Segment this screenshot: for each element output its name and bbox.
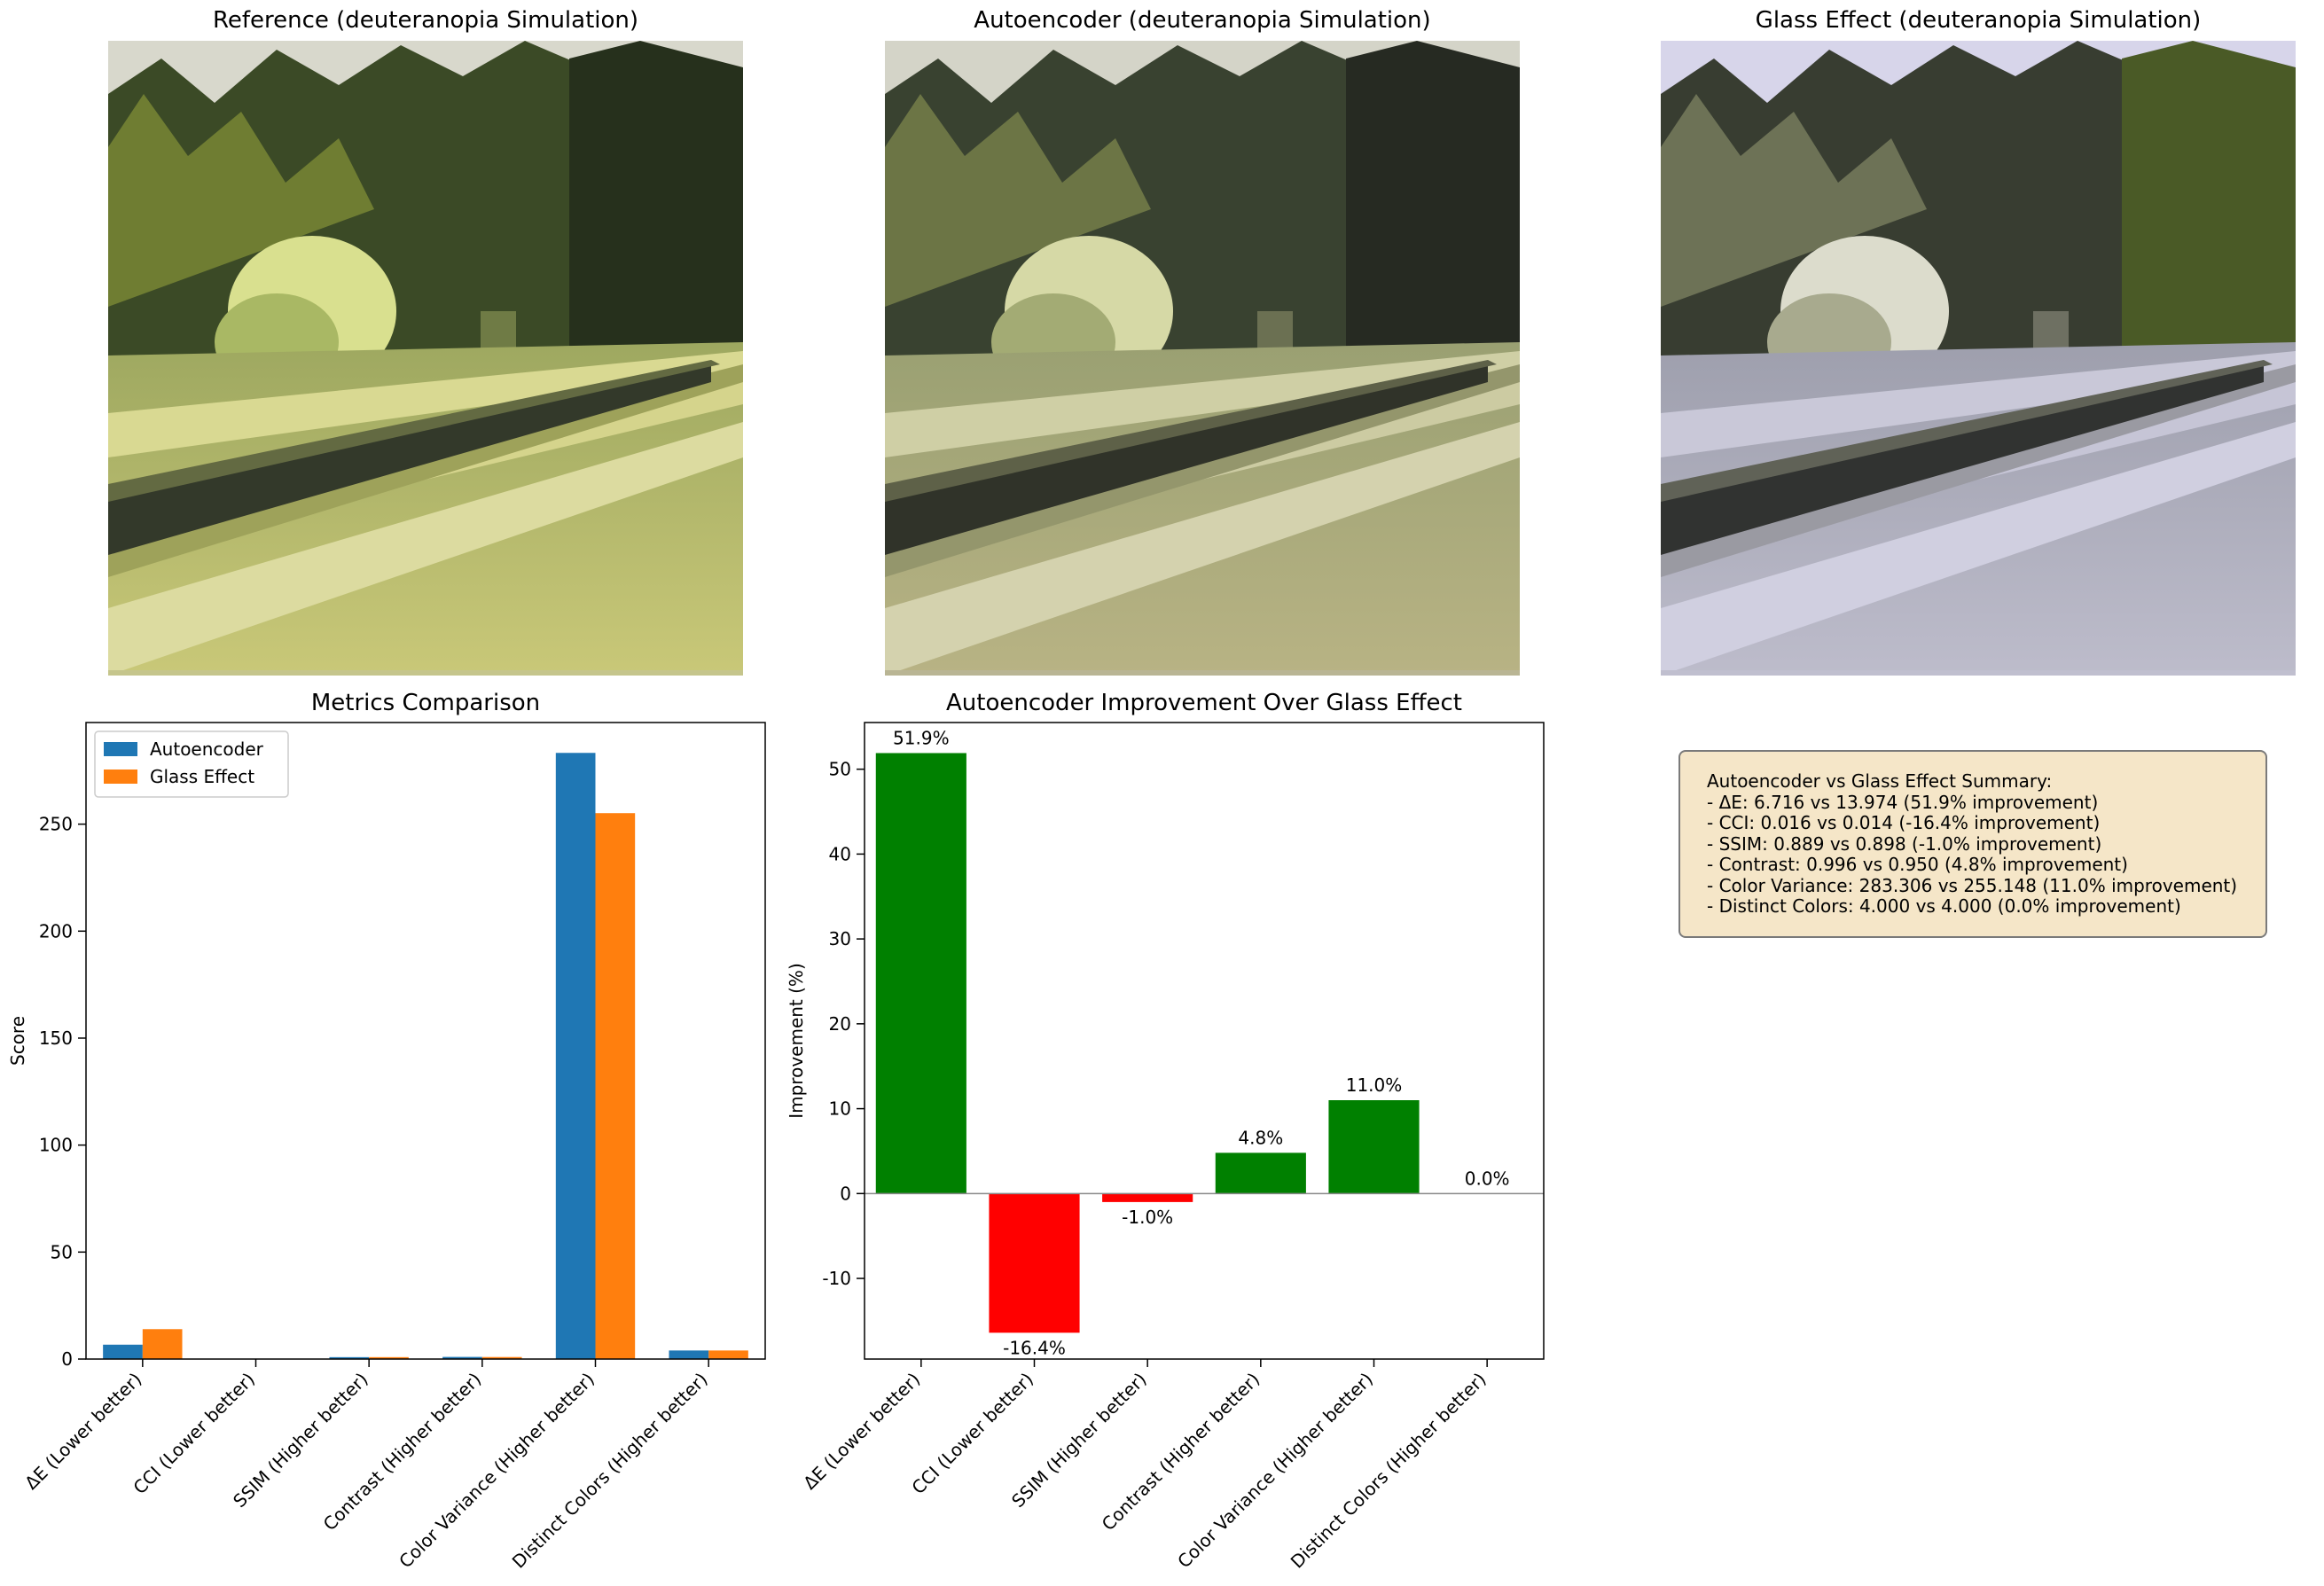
improvement-data-label: 51.9%: [893, 727, 950, 748]
metrics-bar-autoencoder: [103, 1344, 143, 1359]
improvement-chart-ytick-label: 30: [829, 928, 851, 949]
summary-line: - SSIM: 0.889 vs 0.898 (-1.0% improvemen…: [1707, 832, 2102, 855]
metrics-chart-ytick-label: 250: [39, 814, 73, 835]
legend-label-glass-effect: Glass Effect: [150, 766, 254, 787]
metrics-chart-ytick-label: 200: [39, 920, 73, 941]
garden-scene-reference: [108, 41, 743, 676]
improvement-chart-frame: [864, 722, 1545, 1360]
metrics-bar-glass-effect: [481, 1356, 522, 1359]
improvement-chart-ytick-label: 40: [829, 843, 851, 864]
improvement-chart-title: Autoencoder Improvement Over Glass Effec…: [946, 690, 1462, 716]
metrics-bar-glass-effect: [369, 1356, 409, 1359]
improvement-data-label: -1.0%: [1122, 1207, 1173, 1228]
garden-scene-autoencoder: [885, 41, 1520, 676]
improvement-chart-ytick-label: -10: [822, 1268, 851, 1289]
legend-label-autoencoder: Autoencoder: [150, 738, 264, 760]
improvement-chart-ylabel: Improvement (%): [786, 963, 807, 1119]
summary-box: Autoencoder vs Glass Effect Summary: - Δ…: [1678, 750, 2267, 938]
reference-image: [108, 41, 743, 676]
improvement-data-label: -16.4%: [1003, 1337, 1066, 1358]
glass-effect-image: [1661, 41, 2296, 676]
summary-line: - CCI: 0.016 vs 0.014 (-16.4% improvemen…: [1707, 812, 2101, 833]
metrics-bar-glass-effect: [708, 1350, 748, 1359]
improvement-data-label: 4.8%: [1238, 1127, 1283, 1148]
summary-line: - Distinct Colors: 4.000 vs 4.000 (0.0% …: [1707, 895, 2181, 917]
improvement-chart-xtick-label: Distinct Colors (Higher better): [1287, 1369, 1491, 1573]
metrics-chart-ytick-label: 50: [51, 1241, 73, 1262]
improvement-bar: [1102, 1193, 1193, 1202]
metrics-bar-glass-effect: [595, 813, 636, 1359]
improvement-bar: [1215, 1152, 1306, 1194]
metrics-chart-xtick-label: ΔE (Lower better): [20, 1369, 145, 1494]
improvement-data-label: 0.0%: [1465, 1168, 1510, 1189]
autoencoder-image: [885, 41, 1520, 676]
glass-effect-title: Glass Effect (deuteranopia Simulation): [1755, 7, 2202, 34]
improvement-chart-ytick-label: 20: [829, 1013, 851, 1035]
metrics-chart-xtick-label: Color Variance (Higher better): [395, 1369, 599, 1573]
legend-swatch-glass-effect: [104, 770, 137, 784]
improvement-chart-xtick-label: CCI (Lower better): [907, 1369, 1037, 1499]
metrics-legend: [94, 730, 289, 798]
summary-line: Autoencoder vs Glass Effect Summary:: [1707, 770, 2053, 792]
metrics-chart-frame: [85, 722, 766, 1360]
metrics-chart-xtick-label: Distinct Colors (Higher better): [508, 1369, 712, 1573]
summary-line: - ΔE: 6.716 vs 13.974 (51.9% improvement…: [1707, 791, 2099, 813]
metrics-bar-autoencoder: [669, 1350, 709, 1359]
metrics-chart-ytick-label: 100: [39, 1135, 73, 1156]
metrics-bar-autoencoder: [442, 1356, 482, 1359]
improvement-bar: [875, 753, 966, 1194]
improvement-bar: [989, 1193, 1080, 1333]
summary-line: - Color Variance: 283.306 vs 255.148 (11…: [1707, 874, 2238, 896]
improvement-chart-xtick-label: Color Variance (Higher better): [1173, 1369, 1377, 1573]
metrics-chart-title: Metrics Comparison: [311, 690, 540, 716]
improvement-chart-xtick-label: ΔE (Lower better): [799, 1369, 924, 1494]
legend-swatch-autoencoder: [104, 742, 137, 756]
metrics-bar-glass-effect: [142, 1329, 183, 1359]
garden-scene-glass-effect: [1661, 41, 2296, 676]
improvement-chart-ytick-label: 10: [829, 1098, 851, 1120]
summary-line: - Contrast: 0.996 vs 0.950 (4.8% improve…: [1707, 854, 2128, 875]
improvement-chart-ytick-label: 0: [840, 1183, 851, 1204]
improvement-chart-ytick-label: 50: [829, 759, 851, 780]
metrics-chart-xtick-label: CCI (Lower better): [129, 1369, 259, 1499]
metrics-bar-autoencoder: [555, 753, 596, 1359]
reference-title: Reference (deuteranopia Simulation): [212, 7, 639, 34]
autoencoder-title: Autoencoder (deuteranopia Simulation): [974, 7, 1431, 34]
metrics-bar-autoencoder: [329, 1356, 370, 1359]
improvement-bar: [1328, 1100, 1420, 1194]
metrics-chart-ytick-label: 150: [39, 1027, 73, 1049]
improvement-data-label: 11.0%: [1346, 1074, 1403, 1096]
metrics-chart-ylabel: Score: [7, 1016, 28, 1066]
metrics-chart-ytick-label: 0: [61, 1348, 73, 1370]
